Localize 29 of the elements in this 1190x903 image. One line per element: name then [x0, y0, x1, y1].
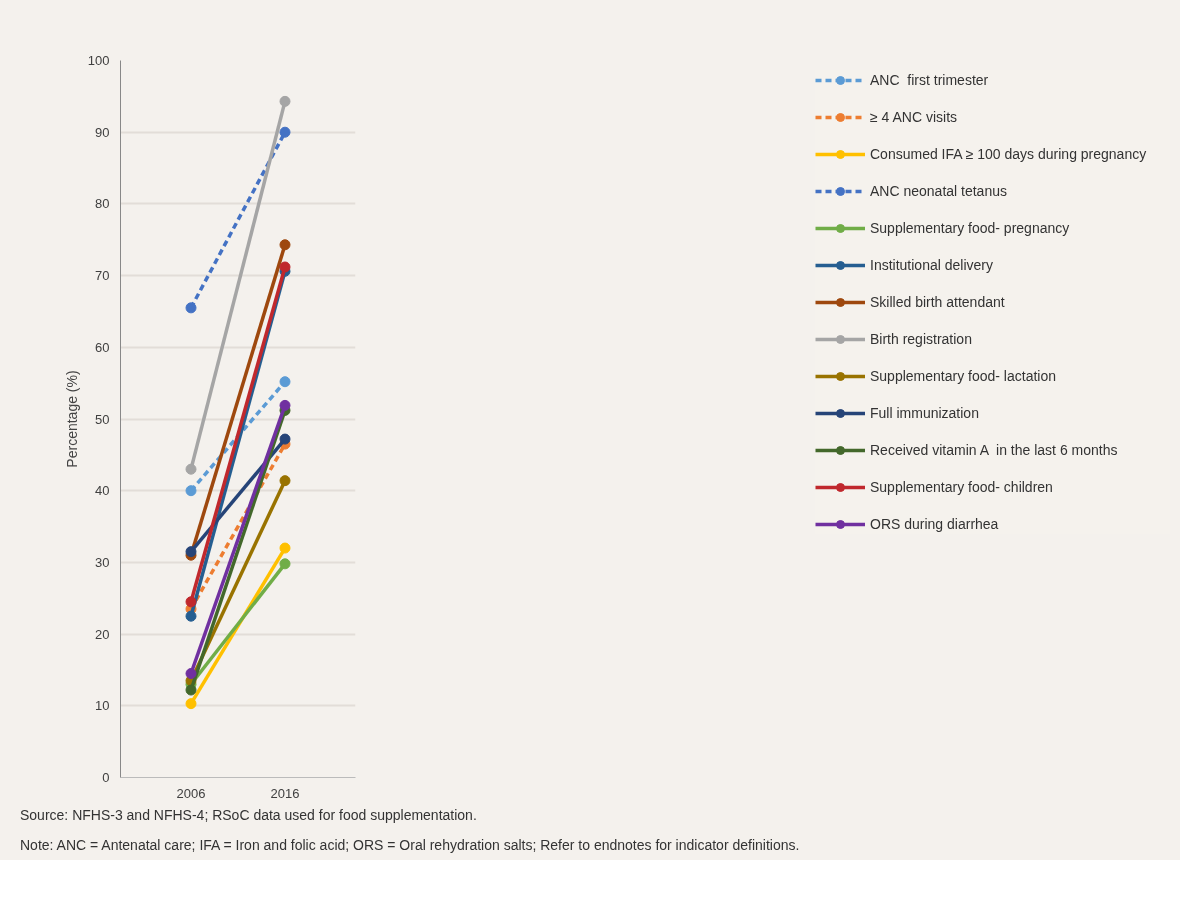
y-tick-label: 50 [95, 411, 110, 427]
y-tick-label: 80 [95, 196, 110, 212]
legend-label: ANC neonatal tetanus [870, 183, 1008, 199]
y-tick-label: 60 [95, 339, 110, 355]
legend-label: ≥ 4 ANC visits [870, 109, 959, 125]
legend-label: Supplementary food- lactation [870, 368, 1057, 384]
y-tick-label: 10 [95, 698, 110, 714]
y-tick-label: 0 [102, 770, 110, 785]
y-tick-label: 20 [95, 626, 110, 642]
legend-label: Supplementary food- pregnancy [870, 220, 1071, 236]
y-tick-label: 40 [95, 483, 110, 499]
legend-label: ANC first trimester [870, 72, 990, 88]
legend-label: Institutional delivery [870, 257, 994, 273]
legend-label: Consumed IFA ≥ 100 days during pregnancy [870, 146, 1148, 162]
legend-label: Full immunization [870, 405, 980, 421]
legend-label: Supplementary food- children [870, 479, 1054, 495]
text: Note: ANC = Antenatal care; IFA = Iron and folic acid; ORS = Oral rehydration salts; Refer to endnotes for indicator definitions. [20, 836, 800, 855]
legend-label: Skilled birth attendant [870, 294, 1006, 310]
y-axis-title: Percentage (%) [63, 370, 80, 468]
y-tick-label: 30 [95, 554, 110, 570]
x-tick-label: 2006 [176, 785, 206, 801]
y-tick-label: 90 [95, 124, 110, 140]
source-note: Source: NFHS-3 and NFHS-4; RSoC data used for food supplementation. [20, 806, 477, 825]
x-tick-label: 2016 [270, 785, 300, 801]
y-tick-label: 70 [95, 268, 110, 284]
legend-label: ORS during diarrhea [870, 516, 1000, 532]
y-tick-label: 100 [87, 53, 110, 68]
legend-label: Birth registration [870, 331, 973, 347]
legend-label: Received vitamin A in the last 6 months [870, 442, 1119, 458]
